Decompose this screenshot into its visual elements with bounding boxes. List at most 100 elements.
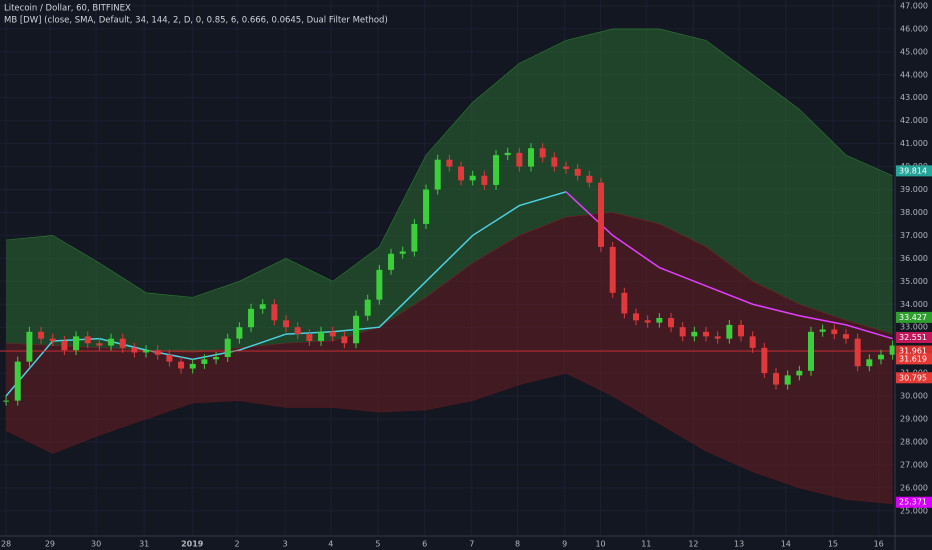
price-label-box [896,332,932,344]
y-tick-label: 46.000 [900,24,928,33]
candle [364,299,371,316]
y-tick-label: 42.000 [900,116,928,125]
y-tick-label: 36.000 [900,254,928,263]
candle [586,175,593,183]
candle [49,338,56,341]
candle [773,373,780,385]
candle [341,336,348,344]
candle [656,318,663,323]
y-tick-label: 30.000 [900,392,928,401]
price-label: 39.814 [899,166,927,175]
y-tick-label: 45.000 [900,47,928,56]
price-label-box [896,496,932,508]
x-tick-label: 11 [641,540,651,549]
band-line [565,191,893,340]
x-tick-label: 29 [45,540,55,549]
candle [703,331,710,337]
candle [889,345,896,355]
price-label: 32.551 [899,333,927,342]
price-label: 33.427 [899,313,927,322]
x-tick-label: 6 [422,540,427,549]
indicator-label: MB [DW] (close, SMA, Default, 34, 144, 2… [4,16,388,26]
candle [808,331,815,371]
candle [178,361,185,369]
price-label-box [896,165,932,177]
candle [411,223,418,252]
price-label-box [896,311,932,323]
candle [749,336,756,348]
price-label-box [896,372,932,384]
candle [831,329,838,335]
candle [283,320,290,328]
candle [539,148,546,158]
candle [224,338,231,358]
price-label: 31.619 [899,354,927,363]
candle [668,318,675,328]
candle [119,338,126,348]
candle [458,166,465,181]
x-tick-label: 15 [828,540,838,549]
candle [259,304,266,309]
band-line [6,28,893,298]
y-tick-label: 38.000 [900,208,928,217]
candle [73,336,80,351]
candle [633,313,640,321]
candle [598,182,605,247]
candle [166,354,173,362]
x-tick-label: 31 [139,540,149,549]
x-tick-label: 10 [595,540,605,549]
candle [446,159,453,167]
candle [434,159,441,190]
y-tick-label: 35.000 [900,277,928,286]
x-tick-label: 3 [283,540,288,549]
x-tick-label: 14 [781,540,791,549]
candle [854,338,861,367]
candle [38,331,45,339]
x-tick-label: 2019 [181,540,204,549]
band-line [5,372,893,505]
x-tick-label: 4 [328,540,333,549]
candle [108,338,115,346]
candle [154,350,161,355]
candle [738,324,745,337]
candle [318,331,325,341]
y-tick-label: 29.000 [900,414,928,423]
candle [866,359,873,367]
x-tick-label: 7 [469,540,474,549]
candle [294,327,301,335]
candle [726,324,733,339]
y-tick-label: 33.000 [900,323,928,332]
candle [201,359,208,364]
candle [679,327,686,337]
candle [878,354,885,360]
chart-title: Litecoin / Dollar, 60, BITFINEX [4,4,131,14]
candle [843,334,850,339]
price-label: 25.371 [899,498,927,507]
candle [353,315,360,344]
candle [574,168,581,176]
candle [376,269,383,300]
candle [84,336,91,344]
candle [761,347,768,374]
candle [528,148,535,167]
candle [714,336,721,339]
band-fill [6,28,893,353]
candle [271,304,278,321]
candle [388,253,395,270]
candle [399,251,406,254]
y-tick-label: 39.000 [900,185,928,194]
candle [329,331,336,337]
price-label-box [896,353,932,365]
candle [563,166,570,169]
candle [143,350,150,353]
candle [796,370,803,376]
candle [621,292,628,314]
x-tick-label: 2 [235,540,240,549]
candle [551,157,558,167]
candle [131,347,138,353]
y-tick-label: 41.000 [900,139,928,148]
candle [96,343,103,346]
y-tick-label: 27.000 [900,460,928,469]
candle [248,308,255,328]
